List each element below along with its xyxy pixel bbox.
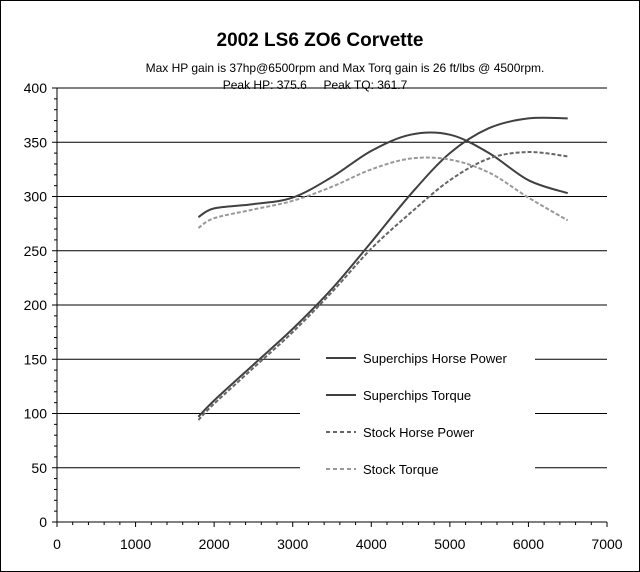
- x-tick-label: 1000: [120, 536, 151, 552]
- series-superchips-torque: [197, 131, 569, 218]
- y-tick-label: 300: [24, 189, 48, 205]
- y-tick-label: 350: [24, 134, 48, 150]
- x-tick-label: 6000: [513, 536, 544, 552]
- series-superchips-horse-power: [197, 116, 568, 418]
- chart-title: 2002 LS6 ZO6 Corvette: [216, 30, 424, 51]
- x-tick-label: 7000: [591, 536, 622, 552]
- legend-label: Superchips Torque: [363, 388, 471, 403]
- chart-subtitle-line-1: Max HP gain is 37hp@6500rpm and Max Torq…: [145, 61, 545, 75]
- legend-box: [300, 340, 535, 485]
- y-tick-label: 150: [24, 351, 48, 367]
- legend-label: Superchips Horse Power: [363, 351, 507, 366]
- x-tick-label: 0: [53, 536, 61, 552]
- x-tick-label: 3000: [277, 536, 308, 552]
- series-stock-horse-power: [197, 150, 568, 421]
- y-tick-label: 250: [24, 243, 48, 259]
- y-tick-label: 0: [39, 514, 47, 530]
- series-stock-torque: [197, 156, 569, 229]
- y-tick-label: 100: [24, 406, 48, 422]
- legend-label: Stock Torque: [363, 462, 439, 477]
- y-tick-label: 200: [24, 297, 48, 313]
- x-tick-label: 2000: [199, 536, 230, 552]
- x-tick-label: 4000: [356, 536, 387, 552]
- y-tick-label: 50: [31, 460, 47, 476]
- legend-label: Stock Horse Power: [363, 425, 475, 440]
- y-tick-label: 400: [24, 80, 48, 96]
- x-tick-label: 5000: [434, 536, 465, 552]
